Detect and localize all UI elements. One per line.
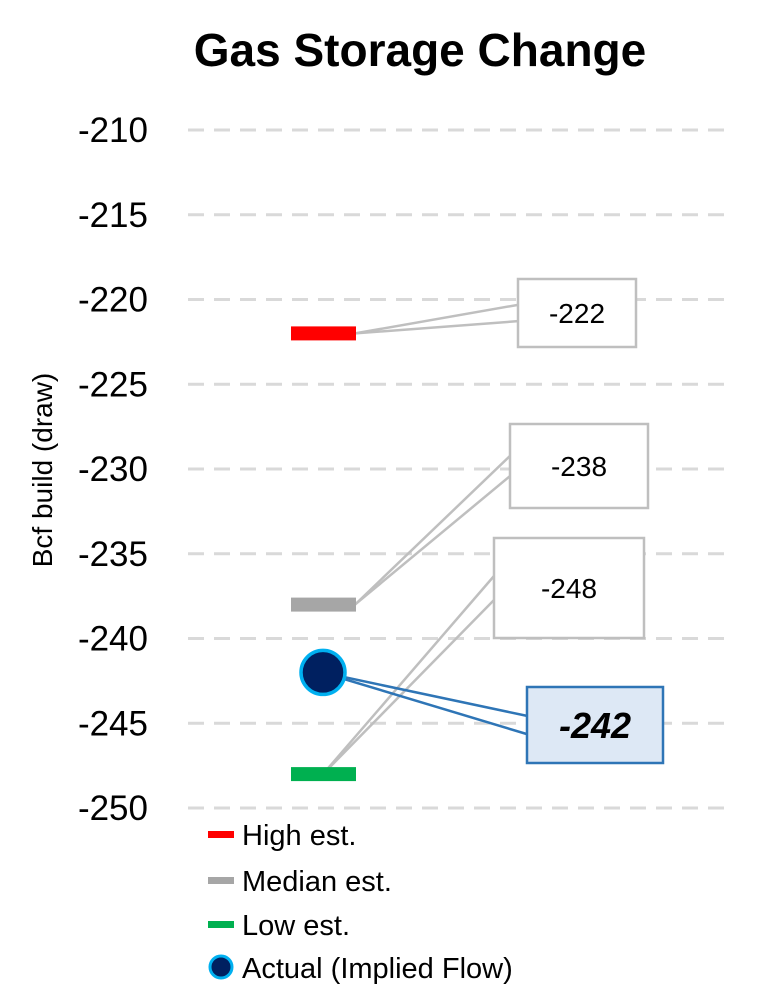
estimate-dash	[291, 597, 356, 612]
estimate-dash	[291, 767, 356, 782]
y-tick-label: -225	[78, 365, 148, 404]
legend: High est. Median est. Low est. Actual (Impl…	[208, 820, 513, 985]
legend-marker-icon	[208, 954, 234, 980]
callout-leader	[321, 671, 528, 736]
y-tick-label: -240	[78, 620, 148, 659]
legend-entry-label: Median est.	[242, 866, 392, 898]
callout-leader	[354, 455, 511, 606]
data-marks	[291, 326, 356, 782]
y-tick-label: -220	[78, 281, 148, 320]
data-label-box	[492, 536, 646, 640]
data-label-box	[508, 422, 650, 510]
chart-title: Gas Storage Change	[194, 24, 646, 76]
data-label: -248	[541, 573, 597, 604]
legend-entry-label: Low est.	[242, 910, 350, 942]
callout-leader	[322, 599, 495, 775]
data-label: -242	[559, 705, 631, 746]
y-axis-label: Bcf build (draw)	[27, 373, 58, 568]
legend-marker-icon	[208, 877, 234, 884]
callout-leader	[354, 319, 519, 335]
callout-leader	[322, 575, 495, 775]
legend-marker-icon	[208, 831, 234, 838]
data-label-callouts: -222 -238 -248 -242	[321, 277, 665, 775]
data-label: -222	[549, 298, 605, 329]
data-label-box	[516, 277, 638, 349]
callout-leader	[354, 475, 511, 606]
y-tick-label: -230	[78, 450, 148, 489]
actual-point	[299, 648, 347, 697]
y-tick-label: -250	[78, 789, 148, 828]
y-tick-label: -215	[78, 196, 148, 235]
legend-entry-label: Actual (Implied Flow)	[242, 953, 513, 985]
callout-leader	[321, 671, 528, 718]
callout-leader	[354, 303, 519, 335]
legend-entry-label: High est.	[242, 820, 356, 852]
legend-marker-icon	[208, 921, 234, 928]
estimate-dash	[291, 326, 356, 341]
y-tick-label: -245	[78, 704, 148, 743]
gridlines	[188, 128, 724, 810]
y-tick-label: -210	[78, 111, 148, 150]
y-tick-labels: -210 -215 -220 -225 -230 -235 -240 -245 -250	[78, 111, 148, 828]
y-tick-label: -235	[78, 535, 148, 574]
data-label-box	[525, 685, 665, 765]
data-label: -238	[551, 451, 607, 482]
